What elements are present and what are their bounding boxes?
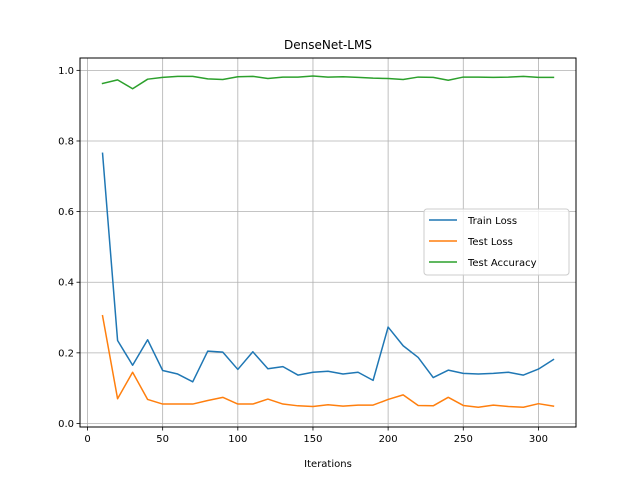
x-tick-label: 250 [454,434,473,445]
y-tick-label: 0.0 [58,419,74,430]
y-tick-label: 1.0 [58,66,74,77]
y-tick-label: 0.8 [58,136,74,147]
y-tick-label: 0.2 [58,348,74,359]
legend-box [423,208,570,276]
series-lines [101,75,555,408]
series-line-train-loss [101,152,555,383]
x-axis-title: Iterations [304,459,352,470]
x-tick-label: 50 [156,434,169,445]
y-tick-label: 0.4 [58,278,74,289]
axis-ticks: 0 50 100 150 200 250 300 0.0 0.2 0.4 0.6 0.8 1.0 [58,66,548,445]
series-line-test-loss [101,314,555,408]
chart-title: DenseNet-LMS [284,38,372,52]
x-tick-label: 300 [529,434,548,445]
series-line-test-accuracy [101,75,555,90]
legend-label-train-loss: Train Loss [467,216,517,227]
x-tick-label: 0 [84,434,90,445]
x-tick-label: 200 [379,434,398,445]
x-tick-label: 100 [228,434,247,445]
legend-label-test-loss: Test Loss [467,237,513,248]
x-tick-label: 150 [303,434,322,445]
legend-label-test-accuracy: Test Accuracy [467,258,537,269]
y-tick-label: 0.6 [58,207,74,218]
plot-area-frame [79,57,577,428]
legend: Train Loss Test Loss Test Accuracy [423,208,570,276]
